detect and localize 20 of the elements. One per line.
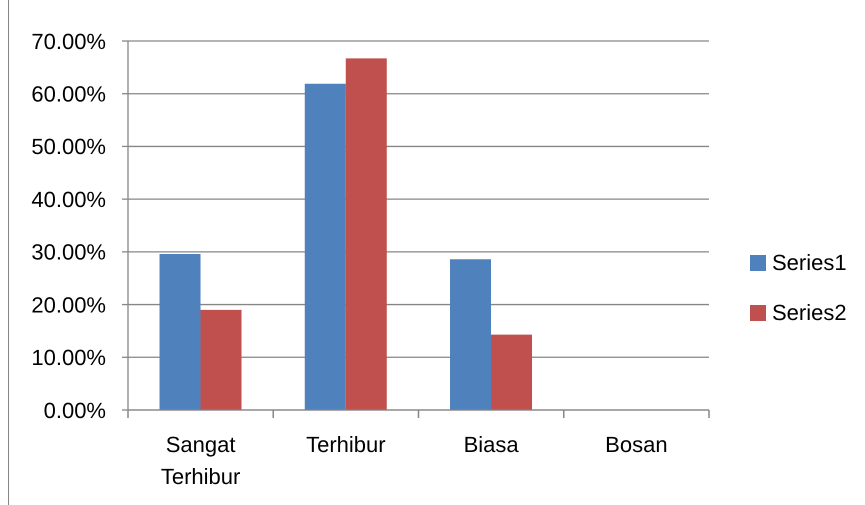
bar [304, 84, 346, 410]
y-tick-label: 40.00% [31, 186, 106, 212]
x-tick-label: Biasa [464, 432, 520, 457]
x-tick-label: Terhibur [306, 432, 386, 457]
legend-label: Series1 [772, 250, 847, 276]
bar [491, 334, 532, 410]
bar [200, 310, 242, 410]
y-tick-label: 60.00% [31, 82, 106, 107]
y-tick-label: 0.00% [44, 398, 106, 423]
y-tick-label: 30.00% [31, 240, 106, 265]
y-tick-label: 50.00% [31, 134, 106, 160]
y-tick-label: 70.00% [31, 28, 106, 54]
y-tick-label: 20.00% [31, 292, 106, 318]
bar [450, 259, 492, 410]
x-tick-label: Sangat Terhibur [160, 432, 240, 489]
bar [346, 58, 387, 410]
x-tick-label: Bosan [605, 432, 668, 457]
y-tick-label: 10.00% [31, 345, 106, 370]
bar [160, 254, 201, 410]
legend-label: Series2 [772, 300, 847, 326]
